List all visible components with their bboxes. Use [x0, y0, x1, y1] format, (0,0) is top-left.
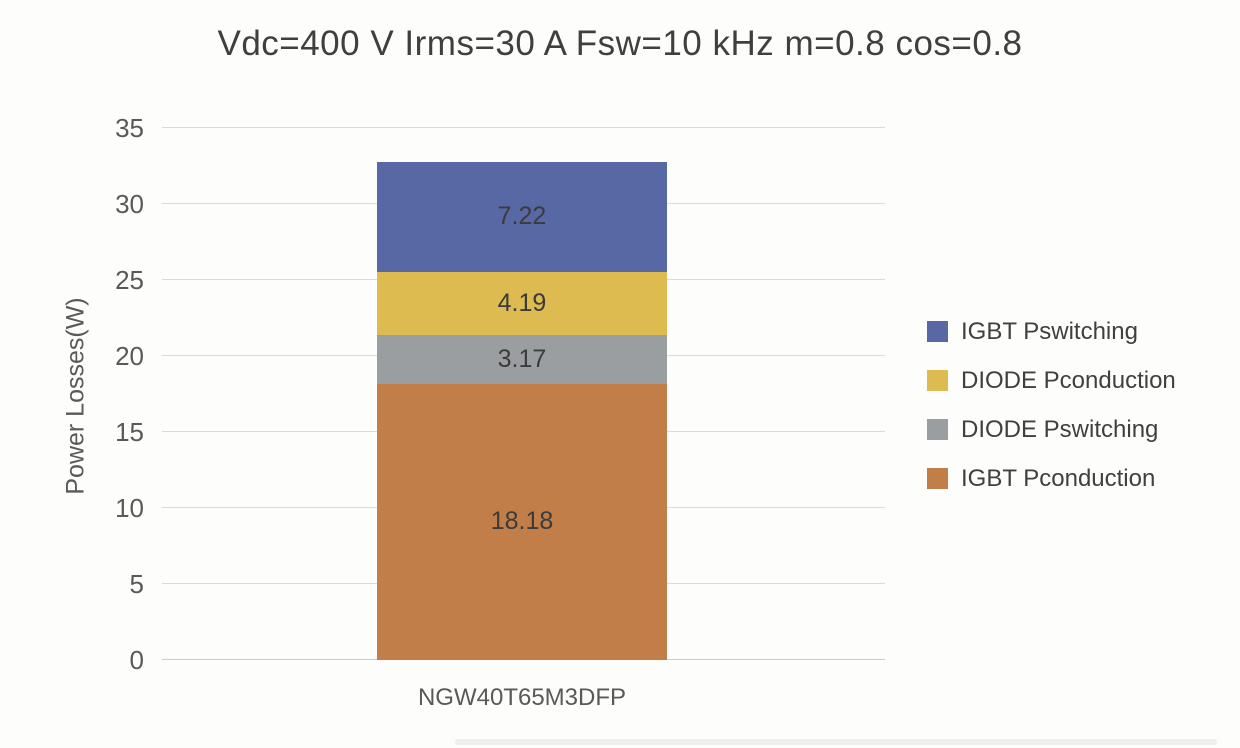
gridline-35 — [162, 127, 885, 128]
y-tick-label-20: 20 — [115, 341, 144, 371]
chart-title: Vdc=400 V Irms=30 A Fsw=10 kHz m=0.8 cos… — [217, 24, 1023, 63]
y-tick-label-5: 5 — [129, 569, 144, 599]
legend-item-igbt-pswitching: IGBT Pswitching — [927, 307, 1176, 356]
y-tick-label-25: 25 — [115, 265, 144, 295]
bar-segment-igbt-pswitching — [377, 162, 667, 272]
y-tick-label-30: 30 — [115, 189, 144, 219]
y-axis-title: Power Losses(W) — [61, 297, 90, 495]
legend: IGBT Pswitching DIODE Pconduction DIODE Ps… — [927, 307, 1176, 503]
legend-item-diode-pconduction: DIODE Pconduction — [927, 356, 1176, 405]
x-category-label: NGW40T65M3DFP — [417, 684, 627, 711]
data-label-igbt-pswitching: 7.22 — [497, 202, 547, 231]
legend-swatch-diode-pswitching — [927, 419, 948, 440]
y-tick-label-35: 35 — [115, 113, 144, 143]
data-label-igbt-pconduction: 18.18 — [490, 507, 554, 536]
bottom-scrollbar[interactable] — [455, 739, 1217, 745]
legend-item-diode-pswitching: DIODE Pswitching — [927, 405, 1176, 454]
legend-label-diode-pconduction: DIODE Pconduction — [961, 366, 1176, 394]
legend-label-diode-pswitching: DIODE Pswitching — [961, 415, 1159, 443]
legend-label-igbt-pswitching: IGBT Pswitching — [961, 317, 1138, 345]
data-label-diode-pconduction: 4.19 — [497, 289, 547, 318]
y-tick-label-15: 15 — [115, 417, 144, 447]
legend-label-igbt-pconduction: IGBT Pconduction — [961, 464, 1156, 492]
y-tick-label-0: 0 — [129, 645, 144, 675]
data-label-diode-pswitching: 3.17 — [497, 345, 547, 374]
bar-segment-igbt-pconduction — [377, 383, 667, 660]
bar-segment-diode-pswitching — [377, 335, 667, 384]
legend-swatch-igbt-pswitching — [927, 321, 948, 342]
legend-swatch-diode-pconduction — [927, 370, 948, 391]
legend-swatch-igbt-pconduction — [927, 468, 948, 489]
y-tick-label-10: 10 — [115, 493, 144, 523]
bar-segment-diode-pconduction — [377, 271, 667, 336]
legend-item-igbt-pconduction: IGBT Pconduction — [927, 454, 1176, 503]
